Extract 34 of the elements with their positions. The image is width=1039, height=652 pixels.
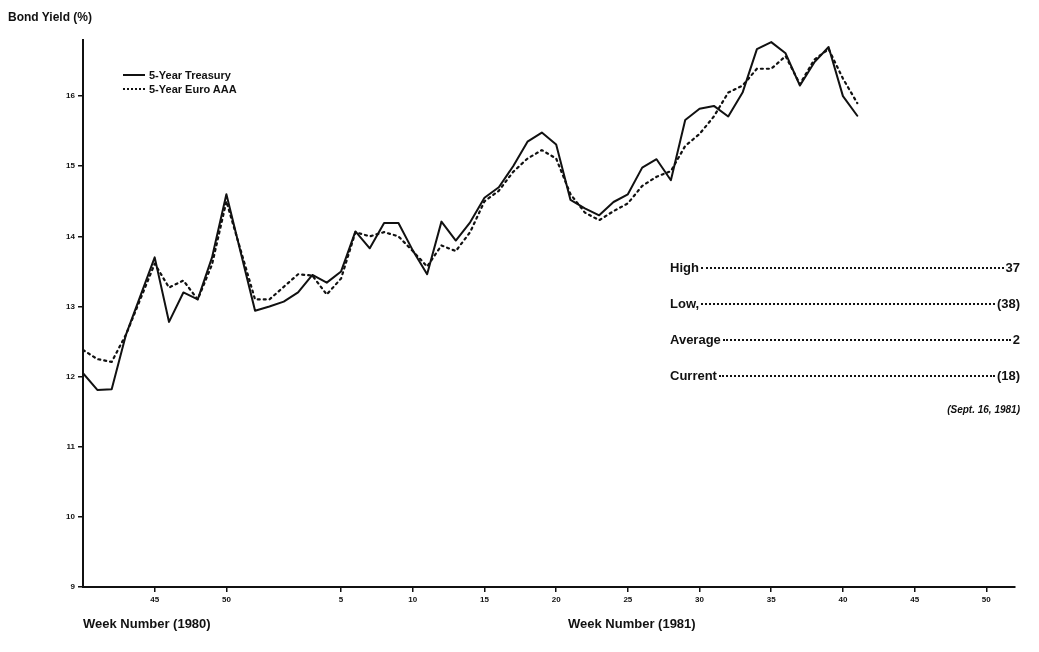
x-tick-label: 30 <box>695 595 705 604</box>
x-tick-label: 25 <box>623 595 633 604</box>
x-tick-label: 45 <box>150 595 160 604</box>
x-tick-label: 50 <box>221 595 232 604</box>
annotation: Low, <box>670 296 700 311</box>
x-axis-title: Week Number (1980) <box>83 616 211 631</box>
y-axis-title: Bond Yield (%) <box>8 10 92 24</box>
x-tick-label: 35 <box>766 595 777 604</box>
annotation: Average <box>670 332 721 347</box>
y-tick-label: 13 <box>66 301 76 311</box>
annotation: 37 <box>1005 260 1020 275</box>
annotation: Current <box>670 368 717 383</box>
y-tick-label: 15 <box>66 161 76 171</box>
y-tick-label: 11 <box>66 441 76 451</box>
legend-label: 5-Year Treasury <box>149 69 231 81</box>
x-tick-label: 50 <box>981 595 992 604</box>
annotation: (18) <box>996 368 1020 383</box>
legend-label: 5-Year Euro AAA <box>149 83 237 95</box>
x-tick-label: 45 <box>910 595 920 604</box>
y-tick-label: 10 <box>66 512 76 522</box>
x-tick-label: 15 <box>480 595 490 604</box>
annotation: (38) <box>996 296 1020 311</box>
y-tick-label: 16 <box>66 91 76 101</box>
x-tick-label: 5 <box>338 595 344 604</box>
annotation: 2 <box>1012 332 1020 347</box>
text: Week Number (1981) <box>568 616 696 631</box>
x-tick-label: 20 <box>551 595 562 604</box>
y-tick-label: 9 <box>70 582 76 592</box>
y-tick-label: 14 <box>66 231 76 241</box>
annotation: (Sept. 16, 1981) <box>946 404 1020 415</box>
y-tick-label: 12 <box>66 371 76 381</box>
x-tick-label: 40 <box>838 595 848 604</box>
annotation: High <box>670 260 699 275</box>
x-tick-label: 10 <box>408 595 418 604</box>
